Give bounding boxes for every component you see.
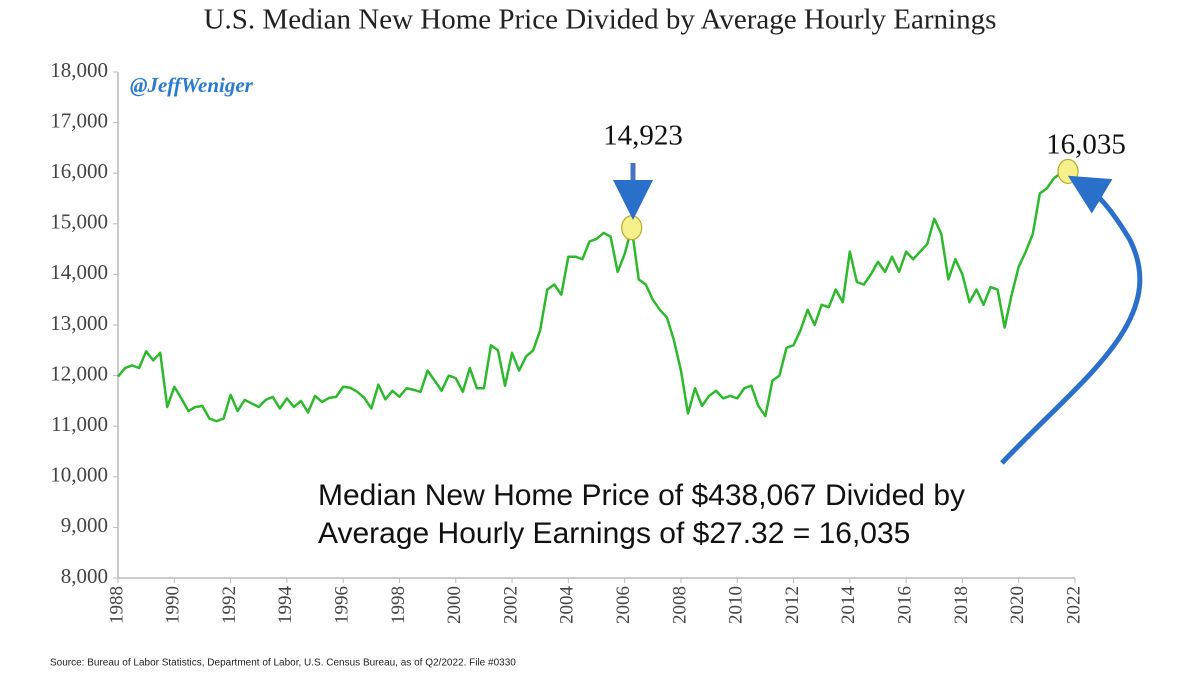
x-tick-label: 1992 <box>219 586 240 624</box>
x-tick-label: 1988 <box>106 586 127 624</box>
highlight-point <box>621 215 643 241</box>
x-tick-label: 2000 <box>444 586 465 624</box>
latest-label: 16,035 <box>1046 129 1126 161</box>
y-tick-label: 13,000 <box>50 311 108 335</box>
plot-area: 8,000 9,000 10,000 11,000 12,000 13,000 14,000… <box>50 58 1084 624</box>
x-tick-label: 2022 <box>1063 586 1084 624</box>
watermark: @JeffWeniger <box>130 73 254 97</box>
y-tick-label: 8,000 <box>61 564 108 588</box>
series-line <box>117 170 1069 423</box>
y-tick-label: 17,000 <box>50 108 108 132</box>
x-tick-label: 1998 <box>388 586 409 624</box>
y-tick-label: 14,000 <box>50 260 108 284</box>
x-tick-label: 1994 <box>275 586 296 625</box>
x-tick-label: 2010 <box>726 586 747 624</box>
peak-label: 14,923 <box>603 120 683 152</box>
x-tick-label: 1996 <box>332 586 353 624</box>
source: Source: Bureau of Labor Statistics, Depa… <box>50 658 516 669</box>
y-tick-label: 9,000 <box>61 513 108 537</box>
y-tick-label: 16,000 <box>50 159 108 183</box>
x-tick-label: 1990 <box>163 586 184 624</box>
y-tick-label: 12,000 <box>50 361 108 385</box>
x-tick-label: 2006 <box>613 586 634 624</box>
highlight-point <box>1057 158 1079 185</box>
x-tick-label: 2018 <box>951 586 972 624</box>
y-tick-label: 18,000 <box>50 58 108 82</box>
note-line: Average Hourly Earnings of $27.32 = 16,0… <box>318 517 910 550</box>
x-tick-label: 2004 <box>557 586 578 625</box>
x-tick-label: 2020 <box>1007 586 1028 624</box>
curved-arrow <box>1000 175 1143 465</box>
note-line: Median New Home Price of $438,067 Divide… <box>318 479 965 512</box>
x-tick-label: 2016 <box>894 586 915 624</box>
y-tick-label: 15,000 <box>50 210 108 234</box>
x-tick-label: 2012 <box>782 586 803 624</box>
y-tick-label: 11,000 <box>51 412 108 436</box>
y-tick-label: 10,000 <box>50 463 108 487</box>
x-tick-label: 2014 <box>838 586 859 625</box>
chart-title: U.S. Median New Home Price Divided by Av… <box>204 4 997 36</box>
x-tick-label: 2002 <box>500 586 521 624</box>
x-tick-label: 2008 <box>669 586 690 624</box>
